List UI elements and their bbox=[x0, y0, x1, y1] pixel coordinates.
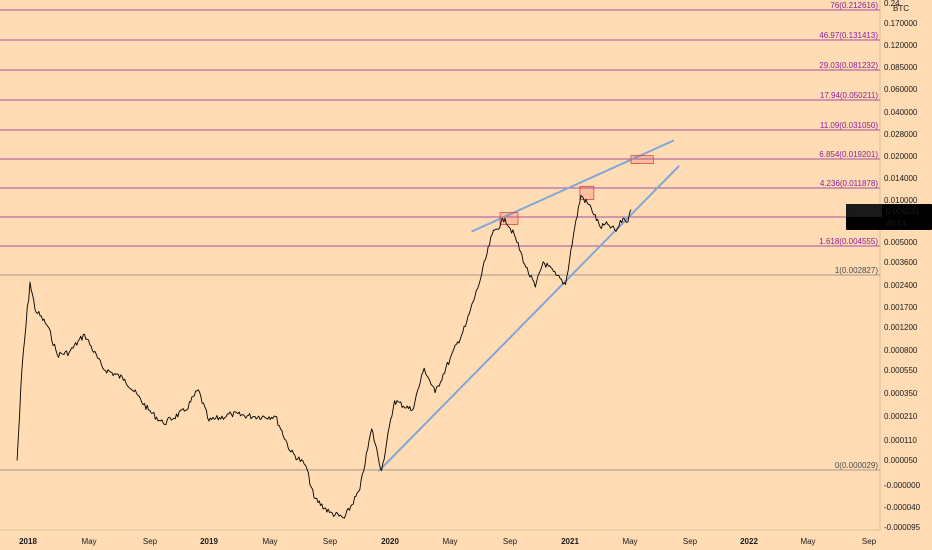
price-line bbox=[16, 194, 632, 519]
fib-level-label: 6.854(0.019201) bbox=[819, 150, 878, 159]
highlight-boxes[interactable] bbox=[499, 155, 654, 225]
fib-level-label: 46.97(0.131413) bbox=[819, 31, 878, 40]
y-tick-label: 0.003600 bbox=[884, 258, 918, 267]
price-series bbox=[16, 194, 632, 519]
y-tick-label: 0.040000 bbox=[884, 108, 918, 117]
y-tick-label: 0.085000 bbox=[884, 63, 918, 72]
y-tick-label: 0.000550 bbox=[884, 366, 918, 375]
y-tick-label: 0.000210 bbox=[884, 412, 918, 421]
y-tick-label: -0.000000 bbox=[884, 481, 921, 490]
x-axis[interactable]: 2018 May Sep 2019 May Sep 2020 May Sep 2021 May Sep… bbox=[0, 529, 880, 546]
y-tick-label: 0.000350 bbox=[884, 389, 918, 398]
fib-level-label: 29.03(0.081232) bbox=[819, 61, 878, 70]
y-tick-label: 0.005000 bbox=[884, 238, 918, 247]
fib-labels: 76(0.212616) 46.97(0.131413) 29.03(0.08123… bbox=[819, 1, 878, 470]
fib-level-label: 11.09(0.031050) bbox=[820, 121, 878, 130]
y-tick-label: 0.014000 bbox=[884, 174, 918, 183]
y-axis[interactable]: 0.24 0.170000 0.120000 0.085000 0.060000 0.04… bbox=[879, 0, 921, 532]
fib-level-label: 1(0.002827) bbox=[835, 266, 878, 275]
y-tick-label: 0.120000 bbox=[884, 41, 918, 50]
fib-lines bbox=[0, 9, 880, 471]
y-tick-label: 0.028000 bbox=[884, 130, 918, 139]
symbol-label: AAVEBTC bbox=[846, 207, 883, 216]
x-tick-label: Sep bbox=[683, 537, 698, 546]
y-tick-label: 0.170000 bbox=[884, 19, 918, 28]
fib-level-label: 76(0.212616) bbox=[830, 1, 878, 10]
y-tick-label: 0.060000 bbox=[884, 85, 918, 94]
fib-level-label: 17.94(0.050211) bbox=[820, 91, 878, 100]
x-tick-label: May bbox=[81, 537, 96, 546]
x-tick-label: 2021 bbox=[561, 537, 579, 546]
x-tick-label: Sep bbox=[862, 537, 877, 546]
fib-level-label: 1.618(0.004555) bbox=[819, 237, 878, 246]
y-tick-label: 0.020000 bbox=[884, 152, 918, 161]
y-tick-label: 0.000110 bbox=[884, 436, 917, 445]
y-tick-label: -0.000095 bbox=[884, 523, 921, 532]
candle-countdown: 40:14 bbox=[886, 219, 907, 228]
y-tick-label: 0.001700 bbox=[884, 303, 918, 312]
trendlines[interactable] bbox=[378, 139, 680, 472]
highlight-box[interactable] bbox=[579, 185, 595, 201]
y-tick-label: 0.002400 bbox=[884, 281, 918, 290]
current-price-value: 0.008231 bbox=[886, 207, 920, 216]
x-tick-label: 2022 bbox=[740, 537, 758, 546]
x-tick-label: 2019 bbox=[200, 537, 218, 546]
x-tick-label: Sep bbox=[503, 537, 518, 546]
symbol-badge-bg bbox=[846, 204, 882, 217]
fib-level-label: 4.236(0.011878) bbox=[820, 179, 878, 188]
y-tick-label: 0.000800 bbox=[884, 346, 918, 355]
y-tick-label: 0.24 bbox=[884, 0, 900, 8]
x-tick-label: May bbox=[442, 537, 457, 546]
y-tick-label: -0.000040 bbox=[884, 503, 921, 512]
trendline-lower[interactable] bbox=[378, 165, 680, 472]
x-tick-label: Sep bbox=[143, 537, 158, 546]
fib-level-label: 0(0.000029) bbox=[835, 461, 878, 470]
x-tick-label: May bbox=[800, 537, 815, 546]
current-price-badge: AAVEBTC 0.008231 40:14 bbox=[846, 204, 932, 230]
y-tick-label: 0.001200 bbox=[884, 323, 918, 332]
highlight-box[interactable] bbox=[499, 212, 519, 225]
y-tick-label: 0.010000 bbox=[884, 196, 918, 205]
highlight-box[interactable] bbox=[630, 155, 654, 164]
x-tick-label: 2020 bbox=[381, 537, 399, 546]
y-axis-currency: BTC bbox=[893, 4, 909, 13]
x-tick-label: May bbox=[262, 537, 277, 546]
x-tick-label: Sep bbox=[323, 537, 338, 546]
x-tick-label: 2018 bbox=[19, 537, 37, 546]
y-tick-label: 0.000050 bbox=[884, 456, 918, 465]
x-tick-label: May bbox=[622, 537, 637, 546]
